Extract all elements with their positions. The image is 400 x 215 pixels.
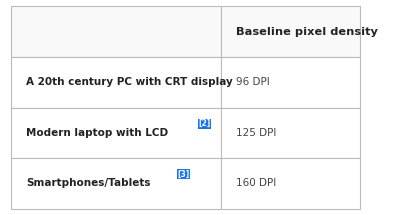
Bar bbox=[221, 158, 360, 209]
Bar bbox=[11, 108, 221, 158]
Text: Modern laptop with LCD: Modern laptop with LCD bbox=[26, 128, 168, 138]
Text: Baseline pixel density: Baseline pixel density bbox=[236, 27, 378, 37]
Text: [3]: [3] bbox=[177, 170, 189, 179]
Bar bbox=[11, 57, 221, 108]
Bar bbox=[11, 158, 221, 209]
Text: 160 DPI: 160 DPI bbox=[236, 178, 276, 188]
Bar bbox=[221, 108, 360, 158]
Text: A 20th century PC with CRT display: A 20th century PC with CRT display bbox=[26, 77, 233, 87]
Text: 96 DPI: 96 DPI bbox=[236, 77, 270, 87]
Bar bbox=[11, 6, 221, 57]
Text: 125 DPI: 125 DPI bbox=[236, 128, 276, 138]
Bar bbox=[221, 6, 360, 57]
Text: Smartphones/Tablets: Smartphones/Tablets bbox=[26, 178, 150, 188]
Bar bbox=[221, 57, 360, 108]
Text: [2]: [2] bbox=[198, 119, 210, 128]
